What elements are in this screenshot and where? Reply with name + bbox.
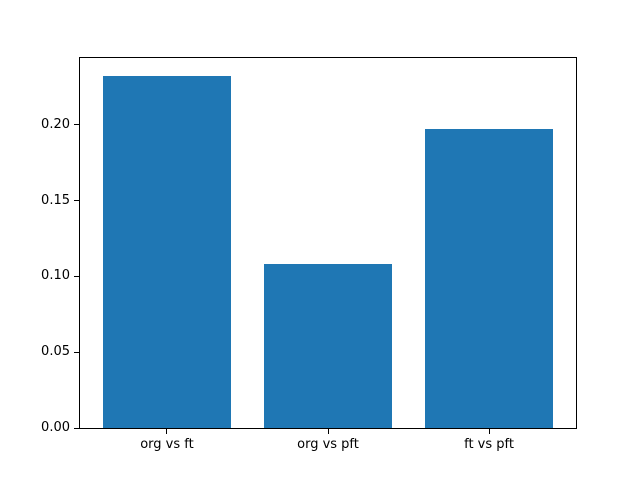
bar-ft-vs-pft [424,129,554,428]
bar-org-vs-pft [263,264,393,428]
plot-area: org vs ft org vs pft ft vs pft 0.00 0.05 0.10… [41,57,577,452]
x-tick-label-ft-vs-pft: ft vs pft [464,437,514,452]
x-tick-mark [327,429,329,434]
y-tick-mark [74,275,79,277]
y-tick-label: 0.15 [41,192,70,208]
y-tick-label: 0.20 [41,116,70,132]
y-tick-label: 0.10 [41,268,70,284]
y-tick-mark [74,124,79,126]
y-tick-mark [74,427,79,429]
bar-org-vs-ft [102,76,232,428]
x-tick-mark [488,429,490,434]
y-tick-label: 0.05 [41,344,70,360]
x-tick-label-org-vs-pft: org vs pft [297,437,359,452]
x-tick-label-org-vs-ft: org vs ft [140,437,194,452]
y-tick-mark [74,351,79,353]
y-tick-label: 0.00 [41,420,70,435]
x-tick-mark [166,429,168,434]
y-tick-mark [74,200,79,202]
